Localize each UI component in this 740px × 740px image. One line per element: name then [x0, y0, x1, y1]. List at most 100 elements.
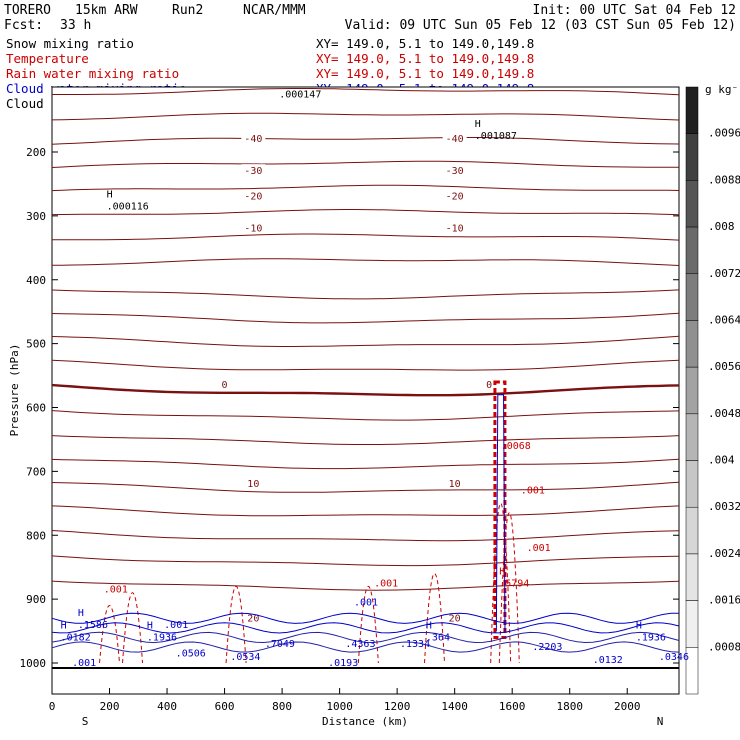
isotherm-label-bg — [442, 189, 467, 201]
colorbar-swatch — [685, 460, 699, 508]
x-tick-label: 1600 — [499, 700, 526, 713]
colorbar-tick: .0064 — [708, 313, 740, 326]
colorbar-swatch — [685, 647, 699, 695]
south-end-label: S — [82, 715, 89, 728]
extremum-value: .0132 — [593, 655, 623, 666]
legend-entry: Snow mixing ratio — [6, 36, 134, 51]
colorbar: .0096 .0088 .008 .0072 .0064 .0056 .0048 .004 .0… — [685, 83, 740, 695]
isotherm-line — [51, 359, 680, 371]
colorbar-swatch — [685, 133, 699, 181]
isotherm-line — [51, 435, 680, 445]
colorbar-swatch — [685, 180, 699, 228]
rain-contour — [490, 503, 512, 664]
colorbar-tick: .0056 — [708, 360, 740, 373]
isotherm-label-bg — [442, 221, 467, 233]
extremum-marker: H — [426, 621, 432, 632]
extremum-value: .001 — [521, 486, 545, 497]
extremum-value: .1334 — [400, 639, 430, 650]
y-axis-label: Pressure (hPa) — [8, 344, 21, 437]
isotherm-label-bg — [442, 132, 467, 144]
cloud-water-contour — [51, 641, 680, 653]
legend-xy: XY= 149.0, 5.1 to 149.0,149.8 — [316, 36, 534, 51]
isotherm-line — [51, 555, 680, 567]
isotherm-line — [52, 233, 680, 241]
isotherm-label-bg — [241, 132, 266, 144]
y-tick-label: 400 — [26, 274, 46, 287]
extremum-value: .7049 — [265, 639, 295, 650]
isotherm-label-bg — [241, 477, 266, 489]
forecast-label: Fcst: — [4, 18, 43, 33]
x-tick-label: 2000 — [614, 700, 641, 713]
isotherm-label: 10 — [449, 479, 461, 490]
extremum-value: .1936 — [636, 633, 666, 644]
colorbar-swatch — [685, 273, 699, 321]
isotherm-line — [51, 112, 680, 121]
north-end-label: N — [657, 715, 664, 728]
isotherm-label-bg — [442, 611, 467, 623]
colorbar-tick: .0024 — [708, 547, 740, 560]
isotherm-label: 10 — [247, 479, 259, 490]
x-axis-label: Distance (km) — [322, 715, 408, 728]
extremum-value: .1586 — [78, 620, 108, 631]
isotherm-label: 0 — [486, 380, 492, 391]
y-tick-label: 500 — [26, 338, 46, 351]
colorbar-swatch — [685, 226, 699, 275]
isotherm-line — [51, 160, 679, 168]
isotherm-line — [51, 505, 680, 517]
extremum-marker: H — [499, 566, 505, 577]
valid-time: Valid: 09 UTC Sun 05 Feb 12 (03 CST Sun … — [345, 18, 736, 33]
cloud-water-contour — [51, 622, 680, 634]
colorbar-tick: .0008 — [708, 640, 740, 653]
colorbar-unit: g kg⁻¹ — [705, 83, 740, 96]
colorbar-tick: .004 — [708, 454, 735, 467]
forecast-hour: 33 h — [60, 18, 91, 33]
isotherm-label-bg — [241, 611, 266, 623]
isotherm-line — [51, 137, 680, 145]
isotherm-label: -30 — [244, 166, 262, 177]
isotherm-line — [51, 383, 680, 397]
isotherm-label: 20 — [247, 613, 259, 624]
extremum-value: .4363 — [345, 639, 375, 650]
isotherm-label: -10 — [244, 224, 262, 235]
colorbar-swatch — [685, 366, 699, 415]
extrema-labels: H.000116H.001087.000147.0068H.5794H.1586… — [61, 90, 689, 669]
moisture-contours — [51, 380, 680, 664]
isotherm-line — [51, 184, 680, 192]
extremum-value: .001 — [527, 543, 551, 554]
isotherm-label-bg — [442, 477, 467, 489]
rain-core-contour — [493, 380, 507, 639]
init-time: Init: 00 UTC Sat 04 Feb 12 — [533, 3, 737, 18]
x-tick-label: 600 — [215, 700, 235, 713]
isotherm-line — [51, 289, 680, 300]
isotherm-line — [51, 580, 680, 591]
extremum-marker: H — [636, 621, 642, 632]
extremum-value: .2203 — [532, 642, 562, 653]
isotherm-line — [51, 458, 680, 470]
legend-entry: Rain water mixing ratio — [6, 66, 179, 81]
legend-xy: XY= 149.0, 5.1 to 149.0,149.8 — [316, 66, 534, 81]
resolution-label: 15km ARW — [75, 3, 138, 18]
extremum-value: .0193 — [328, 658, 358, 669]
isotherm-line — [51, 481, 680, 493]
y-tick-label: 200 — [26, 146, 46, 159]
x-tick-label: 1200 — [384, 700, 411, 713]
isotherm-line — [51, 258, 680, 266]
extremum-value: .5794 — [499, 578, 529, 589]
extremum-value: .001 — [104, 585, 128, 596]
extremum-value: .000116 — [107, 201, 149, 212]
extremum-marker: H — [78, 608, 84, 619]
isotherm-line — [51, 335, 680, 347]
x-tick-label: 1400 — [441, 700, 468, 713]
extremum-marker: H — [107, 189, 113, 200]
model-label: TORERO — [4, 3, 51, 18]
temperature-contours: -40 -40 -30 -30 -20 -20 -10 -10 0 0 10 10 20 20 — [51, 88, 680, 624]
legend-entry: Temperature — [6, 51, 89, 66]
isotherm-line — [52, 88, 680, 96]
extremum-value: .0346 — [659, 652, 689, 663]
extremum-value: .0182 — [61, 633, 91, 644]
x-tick-label: 1800 — [556, 700, 583, 713]
rain-contour — [99, 605, 121, 664]
extremum-marker: H — [475, 119, 481, 130]
x-tick-label: 800 — [272, 700, 292, 713]
